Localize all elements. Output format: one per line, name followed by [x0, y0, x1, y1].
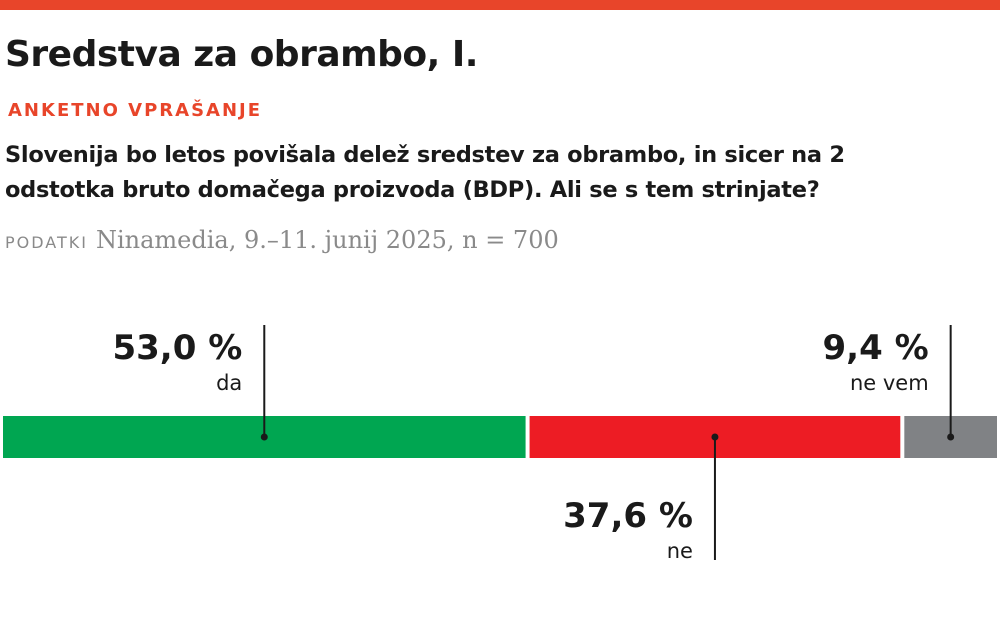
question: Slovenija bo letos povišala delež sredst…: [5, 142, 845, 203]
category-label: ne vem: [850, 371, 929, 395]
top-bar: [0, 0, 1000, 10]
category-label: da: [216, 371, 242, 395]
leader-dot: [260, 433, 268, 441]
value-label: 53,0 %: [112, 328, 242, 368]
category-label: ne: [667, 539, 693, 563]
kicker: ANKETNO VPRAŠANJE: [8, 100, 263, 121]
source-label: PODATKI: [5, 233, 88, 252]
source: PODATKI Ninamedia, 9.–11. junij 2025, n =…: [5, 226, 559, 254]
value-label: 37,6 %: [563, 496, 693, 536]
chart-title: Sredstva za obrambo, I.: [5, 34, 478, 75]
leader-dot: [711, 433, 719, 441]
value-label: 9,4 %: [823, 328, 929, 368]
leader-dot: [947, 433, 955, 441]
source-text: Ninamedia, 9.–11. junij 2025, n = 700: [95, 226, 559, 254]
